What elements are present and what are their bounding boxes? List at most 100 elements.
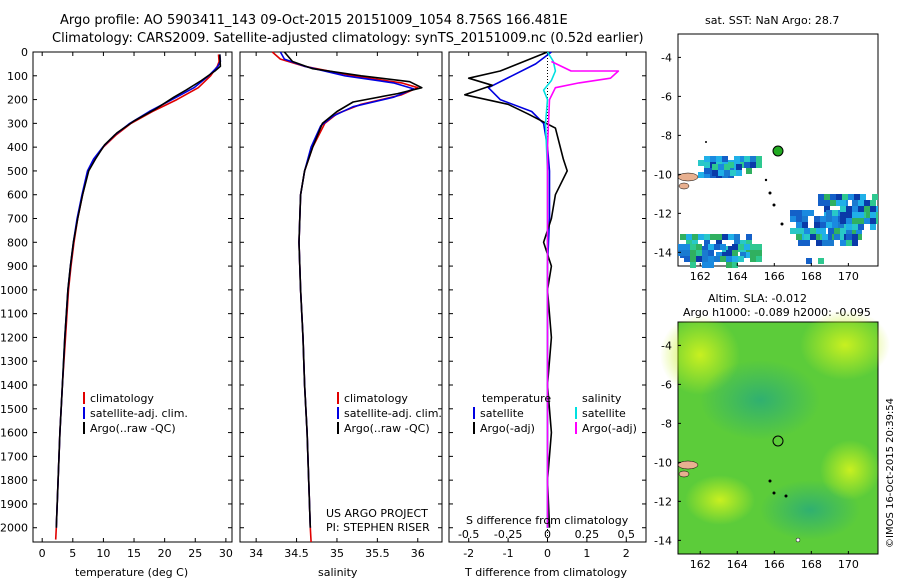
sst-cell <box>870 212 876 218</box>
map-lat-label: -8 <box>661 129 672 142</box>
island-dot <box>784 494 788 498</box>
sst-cell <box>832 222 838 228</box>
sst-cell <box>744 244 750 250</box>
island-dot <box>795 537 801 543</box>
map-lon-label: 164 <box>727 270 748 283</box>
sst-cell <box>810 228 816 234</box>
difference-lines <box>463 51 620 528</box>
sst-cell <box>718 164 724 170</box>
sst-cell <box>870 224 876 230</box>
map-lon-label: 162 <box>690 558 711 571</box>
sst-cell <box>864 218 870 224</box>
depth-tick-label: 1100 <box>0 308 28 321</box>
sst-cell <box>848 194 854 200</box>
sst-cell <box>856 234 862 240</box>
sst-cell <box>824 206 830 212</box>
sst-cell <box>738 256 744 262</box>
difference-top-label: S difference from climatology <box>466 514 629 527</box>
sst-cell <box>746 252 752 258</box>
sst-cell <box>722 234 728 240</box>
sst-cell <box>704 246 710 252</box>
sst-cell <box>840 228 846 234</box>
series-line-climatology <box>271 51 419 543</box>
s-tick-label: 0.5 <box>618 528 636 541</box>
sla-map: Altim. SLA: -0.012 Argo h1000: -0.089 h2… <box>654 292 890 571</box>
sst-cell <box>740 240 746 246</box>
s-tick-label: 0.25 <box>575 528 600 541</box>
sst-cell <box>790 216 796 222</box>
sst-cell <box>716 156 722 162</box>
difference-legend: temperature satellite Argo(-adj) salinit… <box>473 392 637 435</box>
sst-cell <box>716 234 722 240</box>
depth-tick-label: 1000 <box>0 284 28 297</box>
sst-cell <box>734 234 740 240</box>
x-tick-label: 36 <box>411 547 425 560</box>
sst-cell <box>820 216 826 222</box>
legend-label-t-satellite: satellite <box>480 407 524 420</box>
x-tick-label: -1 <box>503 547 514 560</box>
sst-cell <box>834 234 840 240</box>
argo-float-marker <box>772 145 784 157</box>
sla-high-patch <box>800 310 890 380</box>
temperature-panel: 0100200300400500600700800900100011001200… <box>0 46 646 579</box>
sst-cell <box>852 240 858 246</box>
sst-cell <box>826 222 832 228</box>
legend-label-s-argo: Argo(-adj) <box>582 422 637 435</box>
sst-cell <box>680 234 686 240</box>
sst-cell <box>708 262 714 268</box>
land-patch <box>677 460 699 470</box>
legend-label-argo: Argo(..raw -QC) <box>344 422 430 435</box>
sst-cell <box>828 228 834 234</box>
sst-cell <box>822 240 828 246</box>
sst-cell <box>696 256 702 262</box>
difference-panel: -2 -1 0 1 2 -0.5 -0.25 0 0.25 0.5 T difference f… <box>448 51 647 579</box>
temperature-x-axis: 0 5 10 15 20 25 30 <box>39 52 233 560</box>
sst-cell <box>796 210 802 216</box>
sst-cell <box>756 162 762 168</box>
sst-cell <box>846 234 852 240</box>
salinity-lines <box>271 51 423 543</box>
sst-cell <box>820 228 826 234</box>
series-line-argo--adj- <box>546 60 620 528</box>
sst-cell <box>852 218 858 224</box>
map-lon-label: 170 <box>838 270 859 283</box>
depth-tick-label: 100 <box>7 70 28 83</box>
map-lon-label: 168 <box>801 558 822 571</box>
sst-cell <box>686 240 692 246</box>
island-dot <box>772 203 776 207</box>
sst-cell <box>732 256 738 262</box>
sst-cell <box>796 216 802 222</box>
s-tick-label: -0.25 <box>494 528 522 541</box>
sst-cell <box>870 200 876 206</box>
legend-label-argo: Argo(..raw -QC) <box>90 422 176 435</box>
sst-cell <box>802 210 808 216</box>
sst-cells <box>678 156 878 268</box>
legend-label-satellite: satellite-adj. clim. <box>90 407 188 420</box>
temperature-lines <box>54 54 222 540</box>
sst-cell <box>840 240 846 246</box>
sst-cell <box>836 200 842 206</box>
depth-tick-label: 500 <box>7 165 28 178</box>
sst-cell <box>734 156 740 162</box>
sst-cell <box>830 194 836 200</box>
sst-cell <box>740 162 746 168</box>
sst-cell <box>796 222 802 228</box>
sst-cell <box>836 194 842 200</box>
sst-cell <box>826 210 832 216</box>
map-lat-label: -12 <box>654 207 672 220</box>
island-dot <box>768 479 772 483</box>
sst-cell <box>720 244 726 250</box>
sst-cell <box>864 206 870 212</box>
sst-cell <box>756 256 762 262</box>
sst-cell <box>872 194 878 200</box>
map-lat-label: -6 <box>661 90 672 103</box>
x-tick-label: 25 <box>188 547 202 560</box>
sst-cell <box>690 244 696 250</box>
sst-cell <box>814 216 820 222</box>
temperature-legend: climatology satellite-adj. clim. Argo(..… <box>83 392 188 435</box>
depth-tick-label: 1700 <box>0 450 28 463</box>
sst-cell <box>690 256 696 262</box>
sst-cell <box>722 252 728 258</box>
sst-cell <box>734 240 740 246</box>
sst-cell <box>850 228 856 234</box>
